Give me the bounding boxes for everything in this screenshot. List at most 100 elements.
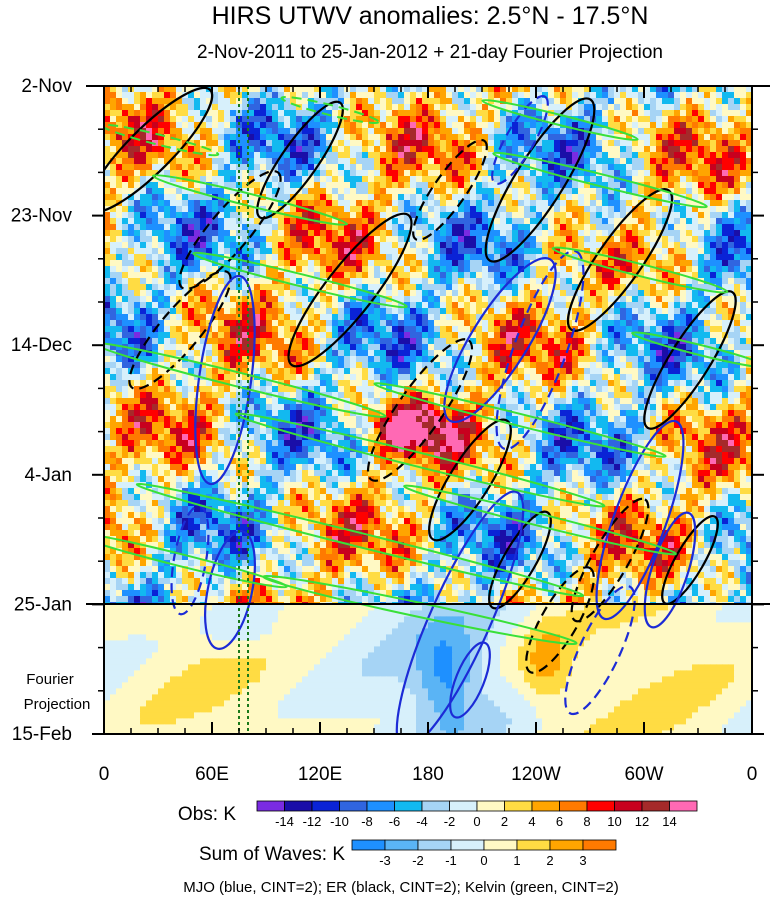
obs-cell bbox=[236, 140, 243, 147]
obs-cell bbox=[410, 116, 417, 123]
obs-cell bbox=[206, 236, 213, 243]
obs-cell bbox=[488, 296, 495, 303]
obs-cell bbox=[536, 296, 543, 303]
obs-cell bbox=[728, 152, 735, 159]
obs-cell bbox=[494, 284, 501, 291]
obs-cell bbox=[632, 140, 639, 147]
obs-cell bbox=[524, 116, 531, 123]
obs-cell bbox=[506, 146, 513, 153]
obs-cell bbox=[242, 362, 249, 369]
obs-cell bbox=[320, 260, 327, 267]
obs-cell bbox=[338, 98, 345, 105]
obs-cell bbox=[188, 356, 195, 363]
obs-cell bbox=[668, 218, 675, 225]
obs-cell bbox=[350, 260, 357, 267]
obs-cell bbox=[614, 200, 621, 207]
obs-cell bbox=[182, 122, 189, 129]
obs-cell bbox=[170, 338, 177, 345]
obs-cell bbox=[542, 230, 549, 237]
obs-cell bbox=[410, 224, 417, 231]
obs-cell bbox=[272, 182, 279, 189]
obs-cell bbox=[452, 260, 459, 267]
obs-cell bbox=[158, 188, 165, 195]
obs-cell bbox=[602, 326, 609, 333]
obs-cell bbox=[206, 350, 213, 357]
obs-cell bbox=[194, 206, 201, 213]
obs-cell bbox=[692, 194, 699, 201]
obs-cell bbox=[704, 116, 711, 123]
obs-cell bbox=[284, 152, 291, 159]
obs-cell bbox=[458, 158, 465, 165]
obs-cell bbox=[242, 302, 249, 309]
obs-cell bbox=[200, 152, 207, 159]
obs-cell bbox=[158, 200, 165, 207]
obs-cell bbox=[236, 158, 243, 165]
obs-cell bbox=[518, 128, 525, 135]
obs-cell bbox=[596, 260, 603, 267]
obs-cell bbox=[176, 248, 183, 255]
obs-cell bbox=[410, 302, 417, 309]
obs-cell bbox=[326, 266, 333, 273]
obs-cell bbox=[626, 116, 633, 123]
obs-cell bbox=[722, 146, 729, 153]
obs-cell bbox=[602, 266, 609, 273]
obs-cell bbox=[710, 260, 717, 267]
obs-cell bbox=[542, 134, 549, 141]
obs-cell bbox=[656, 86, 663, 93]
obs-cell bbox=[542, 206, 549, 213]
obs-cell bbox=[452, 302, 459, 309]
obs-cell bbox=[350, 134, 357, 141]
obs-cell bbox=[110, 110, 117, 117]
obs-cell bbox=[746, 224, 752, 231]
obs-cell bbox=[530, 326, 537, 333]
obs-cell bbox=[206, 188, 213, 195]
obs-cell bbox=[314, 230, 321, 237]
obs-cell bbox=[572, 266, 579, 273]
obs-cell bbox=[266, 242, 273, 249]
obs-cell bbox=[176, 236, 183, 243]
obs-cell bbox=[674, 320, 681, 327]
obs-cell bbox=[734, 248, 741, 255]
obs-cell bbox=[362, 260, 369, 267]
obs-cell bbox=[734, 92, 741, 99]
obs-cell bbox=[710, 146, 717, 153]
obs-cell bbox=[500, 278, 507, 285]
obs-cell bbox=[368, 308, 375, 315]
obs-cell bbox=[740, 194, 747, 201]
obs-cell bbox=[638, 242, 645, 249]
obs-cell bbox=[374, 176, 381, 183]
obs-cell bbox=[368, 326, 375, 333]
obs-cell bbox=[512, 308, 519, 315]
obs-cell bbox=[620, 326, 627, 333]
obs-cell bbox=[392, 296, 399, 303]
obs-cell bbox=[380, 128, 387, 135]
obs-cell bbox=[638, 230, 645, 237]
obs-cell bbox=[158, 320, 165, 327]
obs-cell bbox=[374, 116, 381, 123]
obs-cell bbox=[560, 314, 567, 321]
obs-cell bbox=[740, 314, 747, 321]
obs-cell bbox=[578, 332, 585, 339]
obs-cell bbox=[302, 344, 309, 351]
obs-cell bbox=[728, 128, 735, 135]
obs-cell bbox=[290, 224, 297, 231]
obs-cell bbox=[266, 332, 273, 339]
obs-cell bbox=[320, 296, 327, 303]
obs-cell bbox=[146, 134, 153, 141]
obs-cell bbox=[104, 266, 111, 273]
obs-cell bbox=[458, 230, 465, 237]
obs-cell bbox=[482, 206, 489, 213]
obs-cell bbox=[326, 326, 333, 333]
obs-cell bbox=[716, 110, 723, 117]
obs-cell bbox=[368, 248, 375, 255]
obs-cell bbox=[572, 152, 579, 159]
obs-cell bbox=[104, 302, 111, 309]
obs-cell bbox=[122, 122, 129, 129]
obs-cell bbox=[710, 176, 717, 183]
obs-cell bbox=[572, 332, 579, 339]
obs-cell bbox=[662, 200, 669, 207]
obs-cell bbox=[446, 224, 453, 231]
obs-cell bbox=[332, 104, 339, 111]
obs-cell bbox=[428, 212, 435, 219]
obs-cell bbox=[638, 122, 645, 129]
